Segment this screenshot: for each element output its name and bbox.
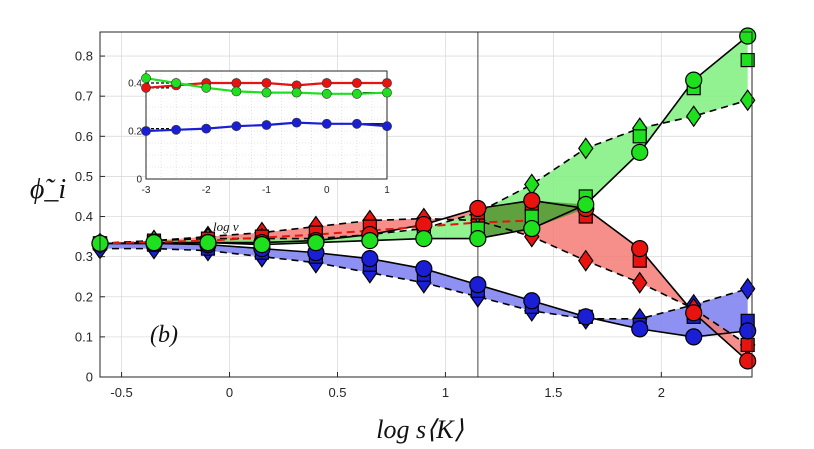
blue-circles-point (415, 260, 433, 278)
green-circles-point (685, 71, 703, 89)
green-squares-point (632, 129, 647, 144)
red-circles-point (631, 240, 649, 258)
series-markers (91, 27, 757, 370)
red-diamonds-point (632, 271, 648, 294)
y-tick-label: 0.2 (75, 289, 93, 304)
inset-green-point (291, 87, 302, 98)
inset-blue-point (351, 118, 362, 129)
x-tick-label: 1.5 (544, 385, 562, 400)
inset-blue-point (291, 117, 302, 128)
inset-x-tick-label: -2 (202, 185, 211, 196)
x-tick-label: 0 (226, 385, 233, 400)
inset-green-point (201, 82, 212, 93)
inset-green-point (261, 87, 272, 98)
red-circles-point (469, 199, 487, 218)
inset-red-point (261, 78, 272, 88)
inset-plot: -3 -2 -1 0 1 0 0.2 0.4 (128, 70, 392, 196)
inset-blue-point (231, 121, 242, 132)
y-tick-label: 0.5 (75, 169, 93, 184)
x-tick-label: 0.5 (328, 385, 346, 400)
green-circles-point (631, 143, 649, 161)
green-diamonds-point (578, 137, 594, 160)
annotation-log-nu: log ν (213, 219, 239, 234)
inset-blue-point (321, 118, 332, 129)
inset-y-tick-label: 0.4 (128, 79, 142, 90)
y-tick-label: 0.7 (75, 89, 93, 104)
inset-green-point (171, 78, 182, 88)
green-squares-point (740, 52, 755, 68)
red-diamonds-point (578, 249, 594, 272)
inset-y-tick-label: 0 (136, 175, 142, 186)
x-tick-label: -0.5 (110, 385, 132, 400)
inset-red-point (351, 78, 362, 88)
inset-blue-point (171, 124, 182, 135)
inset-green-point (321, 88, 332, 99)
y-tick-label: 0.8 (75, 49, 93, 64)
inset-green-point (141, 73, 151, 84)
inset-blue-point (141, 126, 151, 136)
y-tick-label: 0.1 (75, 329, 93, 344)
green-circles-point (577, 195, 595, 214)
red-circles-point (523, 191, 541, 210)
inset-red-point (141, 82, 151, 93)
blue-circles-point (577, 308, 595, 326)
blue-circles-point (631, 320, 649, 338)
y-axis-label: ϕ̃_i (30, 174, 66, 205)
inset-blue-point (261, 120, 272, 130)
main-axis-ticks: -0.5 0 0.5 1 1.5 2 0 0.1 0.2 0.3 0.4 0.5 0.6 0.7 0.8 (75, 49, 665, 400)
inset-blue-point (201, 123, 212, 134)
blue-band (100, 243, 748, 337)
green-circles-point (739, 27, 757, 45)
green-circles-point (307, 234, 325, 252)
x-tick-label: 1 (442, 385, 449, 400)
x-tick-label: 2 (658, 385, 665, 400)
inset-green-point (231, 86, 242, 97)
inset-red-point (321, 78, 332, 88)
inset-green-point (382, 87, 392, 98)
red-circles-point (739, 352, 757, 370)
green-circles-point (361, 232, 379, 250)
blue-circles-point (469, 276, 487, 294)
blue-circles-point (739, 322, 757, 340)
green-circles-point (145, 234, 163, 252)
x-axis-label: log s⟨K⟩ (376, 415, 463, 444)
green-circles-point (415, 229, 433, 248)
main-axes-frame (99, 31, 753, 378)
green-circles-point (199, 234, 217, 252)
inset-x-tick-label: -3 (142, 185, 151, 196)
y-tick-label: 0.4 (75, 209, 93, 224)
green-circles-point (523, 219, 541, 238)
inset-red-point (231, 78, 242, 88)
inset-y-tick-label: 0.2 (128, 127, 142, 138)
inset-green-point (351, 88, 362, 99)
inset-x-tick-label: 1 (384, 185, 390, 196)
blue-circles-point (523, 292, 541, 310)
blue-circles-point (685, 328, 703, 346)
inset-blue-point (382, 121, 392, 132)
y-tick-label: 0 (86, 370, 93, 385)
inset-red-point (382, 78, 392, 88)
inset-x-tick-label: 0 (324, 185, 330, 196)
green-circles-point (469, 229, 487, 248)
green-diamonds-point (685, 105, 702, 128)
panel-label: (b) (150, 322, 178, 348)
red-circles-point (685, 304, 703, 322)
blue-circles-point (361, 250, 379, 268)
y-tick-label: 0.3 (75, 249, 93, 264)
y-tick-label: 0.6 (75, 129, 93, 144)
inset-x-tick-label: -1 (262, 185, 271, 196)
green-circles-point (253, 236, 271, 254)
